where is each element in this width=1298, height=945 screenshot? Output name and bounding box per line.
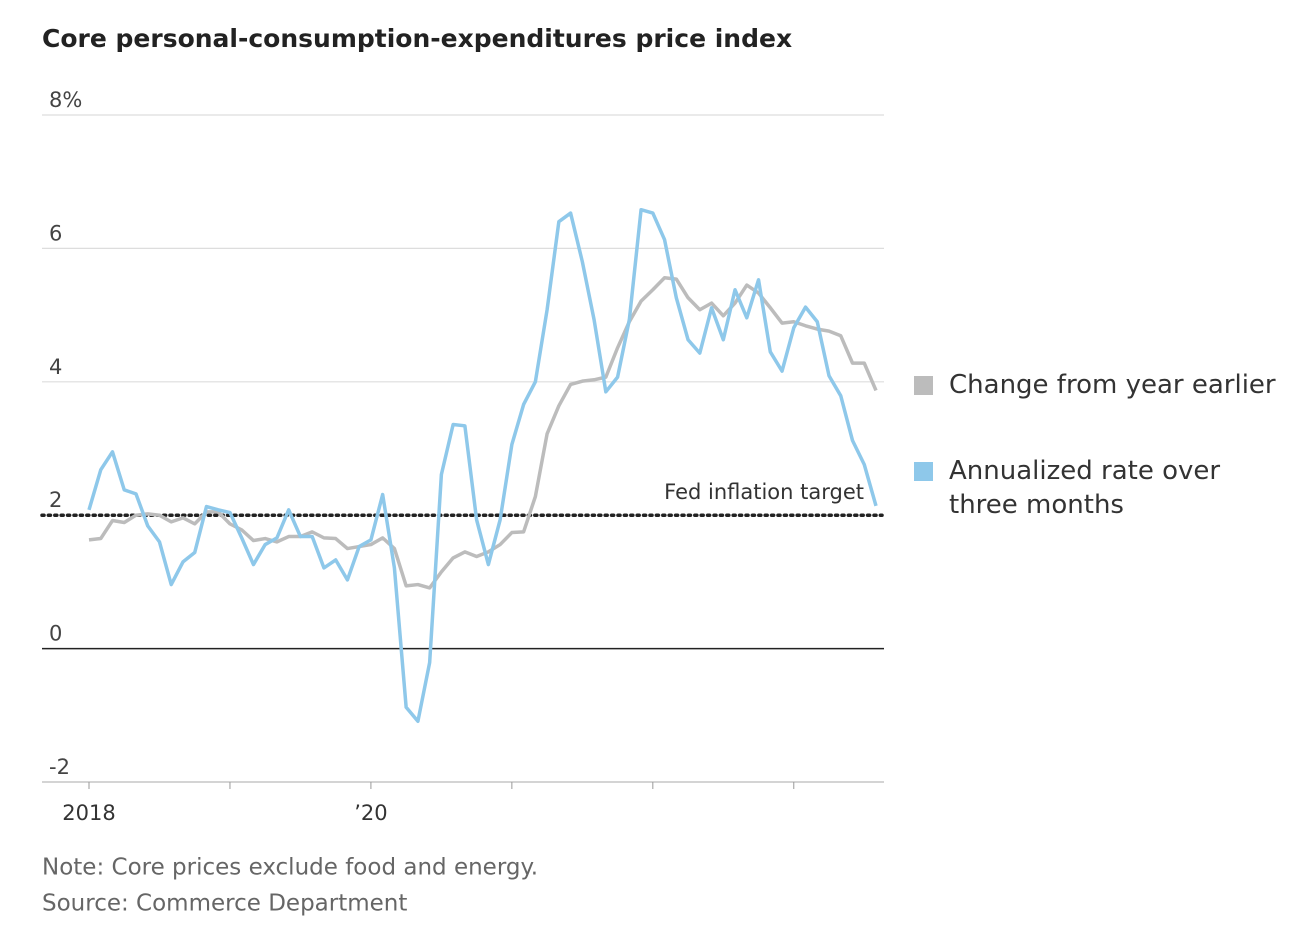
y-tick-label: 8% — [49, 88, 82, 112]
legend-item: Change from year earlier — [914, 368, 1284, 402]
target-label: Fed inflation target — [664, 480, 864, 504]
legend-item: Annualized rate over three months — [914, 454, 1284, 522]
legend-label: Annualized rate over three months — [949, 456, 1221, 520]
legend-swatch — [914, 462, 933, 481]
y-tick-label: 6 — [49, 221, 62, 245]
legend-swatch — [914, 376, 933, 395]
y-tick-label: 2 — [49, 488, 62, 512]
y-tick-label: -2 — [49, 755, 70, 779]
x-tick-label: 2018 — [62, 801, 115, 825]
source: Source: Commerce Department — [42, 891, 407, 917]
series-line — [88, 275, 878, 590]
chart-title: Core personal-consumption-expenditures p… — [42, 24, 792, 53]
x-tick-label: ’20 — [354, 801, 387, 825]
legend-label: Change from year earlier — [949, 370, 1276, 400]
note: Note: Core prices exclude food and energ… — [42, 855, 538, 881]
y-tick-label: 4 — [49, 355, 62, 379]
y-tick-label: 0 — [49, 622, 62, 646]
series-line — [87, 207, 878, 724]
